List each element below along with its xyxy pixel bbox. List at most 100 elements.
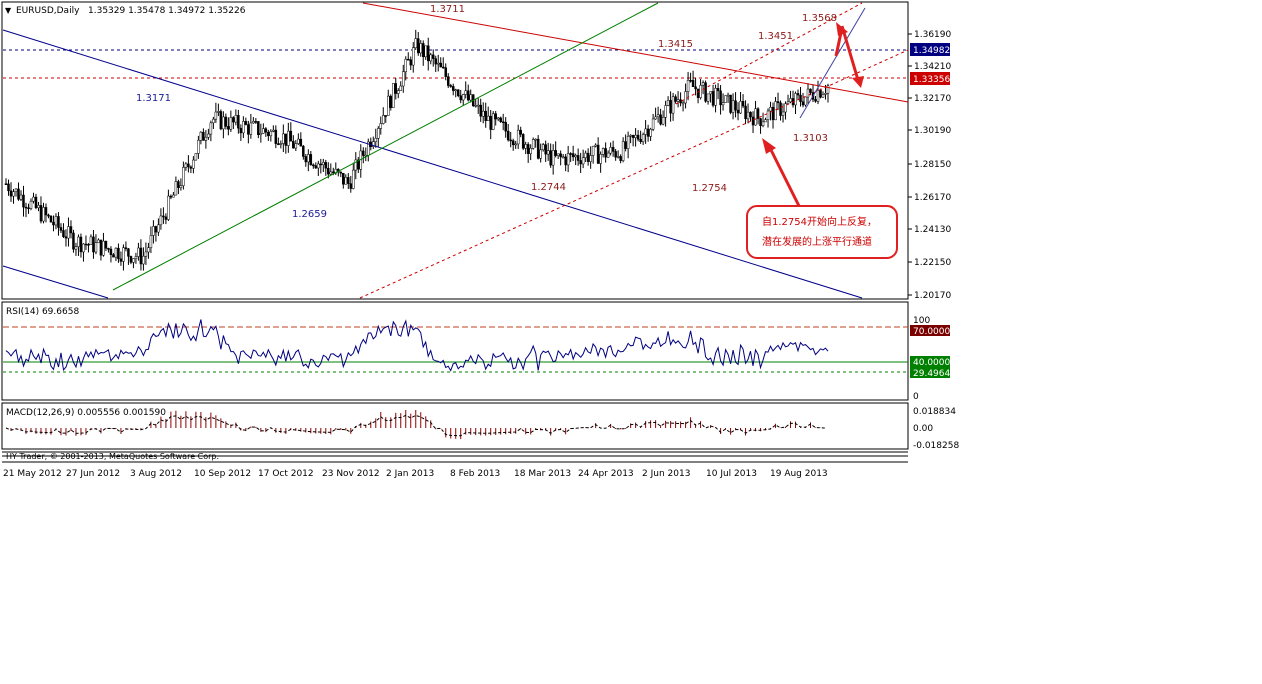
candle-body [372,141,375,147]
candle-body [402,71,405,87]
macd-signal-line [5,414,826,437]
candle-body [689,79,692,82]
candle-body [771,107,775,121]
candle-body [109,248,113,255]
candle-body [546,150,550,155]
candle-body [631,135,635,138]
candle-body [179,185,183,188]
candle-body [29,200,33,209]
candle-body [679,99,682,104]
candle-body [426,45,430,62]
candle-body [489,115,492,130]
dropdown-arrow-icon[interactable]: ▼ [5,6,12,15]
candle-body [676,99,680,102]
candle-body [39,205,43,222]
short-term-trendline[interactable] [799,7,866,119]
candle-body [17,188,20,200]
candle-body [564,156,567,166]
candle-body [49,215,53,223]
candle-body [461,94,465,101]
candle-body [454,89,457,92]
rsi-top-tick: 100 [913,316,930,326]
candle-body [332,171,335,174]
candle-body [97,239,100,243]
candle-body [202,131,205,141]
candle-body [322,162,325,165]
date-tick: 23 Nov 2012 [322,469,380,479]
rsi-pane[interactable] [1,301,909,401]
candle-body [731,100,735,113]
candle-body [342,172,345,185]
candle-body [327,167,330,175]
candle-body [282,133,285,144]
candle-body [329,171,333,175]
marker-price-badge [910,72,950,85]
candle-body [162,215,165,218]
support-trendline[interactable] [2,29,863,299]
candle-body [634,134,637,138]
candle-body [486,115,490,121]
candle-body [809,88,812,93]
annotation-high-3: 1.3568 [802,13,837,24]
candle-body [277,143,280,145]
rsi-level-29: 29.49640 [913,369,956,379]
candle-body [392,83,395,108]
callout-box [746,205,898,259]
candle-body [419,43,422,54]
candle-body [544,144,547,155]
candle-body [319,163,323,166]
date-tick: 10 Sep 2012 [194,469,251,479]
macd-zero-tick: 0.00 [913,424,933,434]
candle-body [107,248,110,250]
candle-body [496,117,500,120]
candle-body [711,91,715,106]
candle-body [726,94,730,97]
candle-body [269,131,273,137]
candle-body [621,141,625,161]
macd-pane[interactable] [1,402,909,450]
rsi-70-badge [910,325,950,336]
channel-upper-line[interactable] [675,2,863,105]
price-tick: 1.36190 [914,30,951,40]
candle-body [566,153,570,166]
candle-body [379,123,383,129]
candle-body [59,227,63,231]
candle-body [257,121,260,135]
candle-body [441,66,445,69]
candle-body [436,62,440,65]
channel-lower-line[interactable] [359,49,909,299]
arrow-down-icon [840,25,864,88]
candle-body [229,117,233,130]
candle-body [629,135,632,137]
candle-body [149,235,153,248]
price-tick: 1.34210 [914,62,951,72]
candle-body [644,128,647,135]
candle-body [194,153,198,161]
candle-body [414,38,418,49]
candle-body [274,129,278,144]
current-price-label: 1.34982 [913,46,950,56]
candle-body [646,128,650,137]
lower-support-trendline[interactable] [2,265,109,299]
candle-body [766,110,770,120]
candle-body [594,144,597,147]
candle-body [686,79,690,92]
candle-body [304,156,308,163]
candle-body [816,90,820,102]
annotation-low-3: 1.2754 [692,183,727,194]
candle-body [734,100,737,111]
candle-body [129,256,133,263]
resistance-trendline[interactable] [362,2,909,103]
candle-body [134,256,138,259]
uptrend-line[interactable] [112,2,659,291]
candle-body [124,247,128,249]
candle-body [127,248,130,257]
candle-body [224,116,228,127]
candle-body [292,140,295,149]
candle-body [499,117,502,122]
candle-body [44,207,48,216]
candle-body [826,85,830,94]
candle-body [476,104,480,107]
candle-body [404,58,408,73]
